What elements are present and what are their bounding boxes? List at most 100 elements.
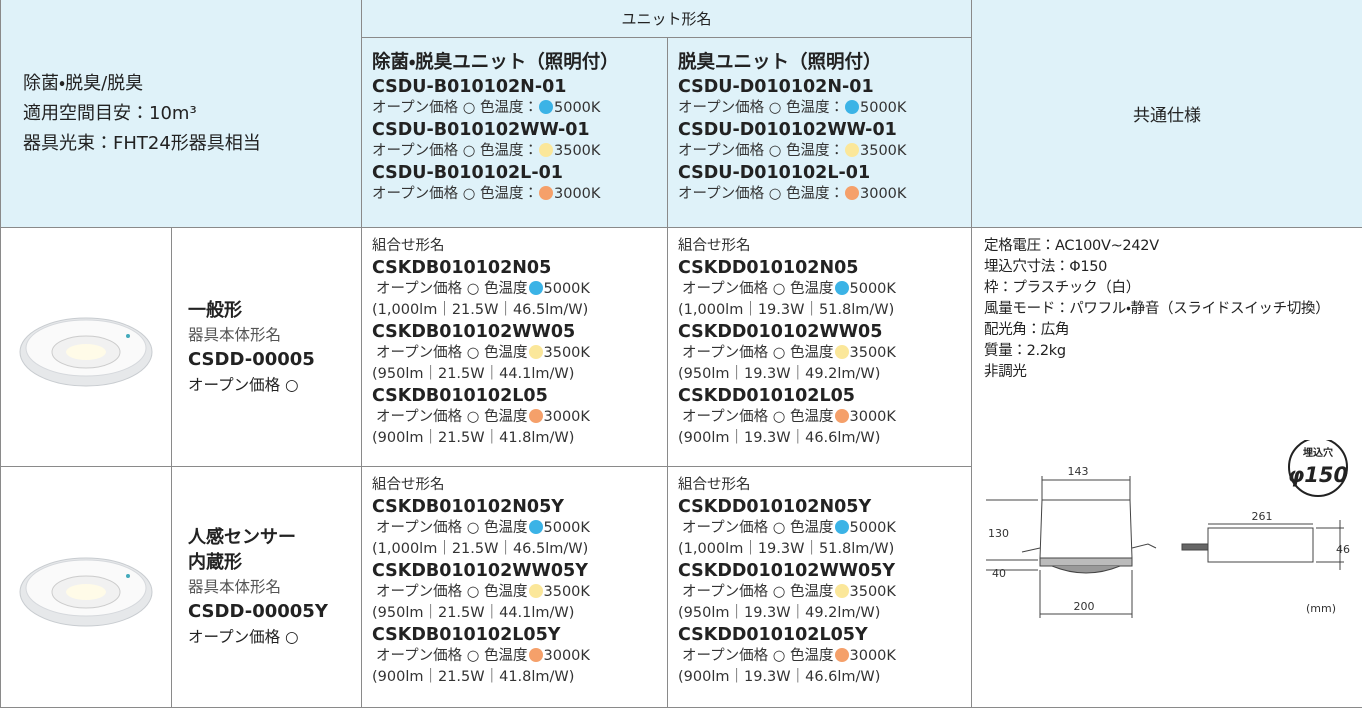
price-line: オープン価格 ○ 色温度： 3000K (678, 184, 971, 205)
price-line: オープン価格 ○ 色温度： 5000K (372, 98, 667, 119)
color-temp: 5000K (849, 281, 896, 297)
price-line: オープン価格 ○ 色温度 3000K (678, 407, 971, 428)
image-cell (0, 228, 172, 467)
product-name: 内蔵形 (188, 552, 242, 573)
combo-code: CSKDD010102N05 (678, 258, 859, 278)
connector (1181, 543, 1209, 551)
combo-specs: (1,000lm｜21.5W｜46.5lm/W) (372, 541, 589, 557)
unit-title-text: ユニット形名 (621, 10, 712, 28)
unit-code: CSDU-D010102N-01 (678, 77, 874, 97)
combo-cell: 組合せ形名 CSKDD010102N05 オープン価格 ○ 色温度 5000K (1,0… (668, 228, 972, 467)
combo-cell: 組合せ形名 CSKDB010102N05 オープン価格 ○ 色温度 5000K (1,0… (362, 228, 668, 467)
price: オープン価格 ○ 色温度 (682, 409, 834, 425)
color-temp: 3500K (849, 584, 896, 600)
combo-code: CSKDB010102WW05 (372, 322, 576, 342)
body-price: オープン価格 ○ (188, 628, 299, 646)
lamp-light (66, 344, 106, 360)
body-label: 器具本体形名 (188, 578, 282, 596)
color-dot (528, 281, 543, 295)
price: オープン価格 ○ 色温度： (372, 100, 538, 116)
body-price: オープン価格 ○ (188, 375, 299, 394)
badge (1288, 440, 1348, 497)
product-name: 一般形 (188, 299, 242, 321)
combo-specs: (900lm｜19.3W｜46.6lm/W) (678, 430, 881, 446)
combo-specs: (900lm｜21.5W｜41.8lm/W) (372, 669, 575, 685)
combo-specs: (950lm｜21.5W｜44.1lm/W) (372, 605, 575, 621)
combo-code: CSKDB010102L05 (372, 386, 548, 406)
color-dot (834, 520, 849, 534)
unit-cell: 脱臭ユニット（照明付） CSDU-D010102N-01 オープン価格 ○ 色温度：… (668, 38, 972, 228)
header-spec: 除菌・脱臭/脱臭 適用空間目安：10m³ 器具光束：FHT24形器具相当 (0, 0, 362, 228)
combo-code: CSKDD010102L05Y (678, 625, 868, 645)
color-dot (528, 345, 543, 359)
combo-specs: (950lm｜19.3W｜49.2lm/W) (678, 366, 881, 382)
spec-line: 定格電圧：AC100V~242V (984, 238, 1159, 254)
body-code: CSDD-00005Y (188, 601, 328, 622)
spec-line: 枠：プラスチック（白） (984, 280, 1140, 296)
combo-code: CSKDB010102N05 (372, 258, 552, 278)
color-dot (834, 281, 849, 295)
color-temp: 5000K (554, 100, 601, 116)
price: オープン価格 ○ 色温度 (376, 281, 528, 297)
price-line: オープン価格 ○ 色温度 3000K (372, 407, 667, 428)
combo-code: CSKDD010102WW05Y (678, 561, 896, 581)
price-line: オープン価格 ○ 色温度 3500K (678, 582, 971, 603)
spec-line: 風量モード：パワフル・静音（スライドスイッチ切換） (984, 301, 1330, 317)
combo-cell: 組合せ形名 CSKDB010102N05Y オープン価格 ○ 色温度 5000K (1,… (362, 467, 668, 708)
color-temp: 3000K (543, 648, 590, 664)
unit-name: 脱臭ユニット（照明付） (678, 52, 882, 73)
dim-label: 200 (1074, 600, 1095, 613)
lens (1051, 565, 1121, 574)
body (1039, 499, 1133, 559)
dim-label: 130 (988, 527, 1009, 540)
price: オープン価格 ○ 色温度 (376, 584, 528, 600)
color-temp: 3000K (543, 409, 590, 425)
unit-body (1207, 527, 1314, 563)
price-line: オープン価格 ○ 色温度 3000K (678, 646, 971, 667)
price: オープン価格 ○ 色温度： (678, 143, 844, 159)
header-spec-line: 器具光束：FHT24形器具相当 (23, 132, 261, 154)
unit-code: CSDU-B010102WW-01 (372, 120, 590, 140)
spec-line: 埋込穴寸法：Φ150 (984, 259, 1108, 275)
common-title-text: 共通仕様 (1133, 106, 1201, 126)
combo-specs: (900lm｜21.5W｜41.8lm/W) (372, 430, 575, 446)
dim-label: 46 (1336, 543, 1350, 556)
color-dot (834, 345, 849, 359)
price-line: オープン価格 ○ 色温度 5000K (372, 518, 667, 539)
unit-code: CSDU-D010102L-01 (678, 163, 871, 183)
color-temp: 3000K (554, 186, 601, 202)
price: オープン価格 ○ 色温度 (682, 520, 834, 536)
color-temp: 5000K (860, 100, 907, 116)
price: オープン価格 ○ 色温度 (376, 648, 528, 664)
color-temp: 3500K (860, 143, 907, 159)
color-dot (834, 409, 849, 423)
spec-line: 配光角：広角 (984, 322, 1070, 338)
top-view (1181, 520, 1344, 570)
color-temp: 5000K (543, 281, 590, 297)
combo-label: 組合せ形名 (372, 477, 445, 493)
dim-label: 261 (1252, 510, 1273, 523)
name-cell: 一般形 器具本体形名 CSDD-00005 オープン価格 ○ (172, 228, 362, 467)
image-cell (0, 467, 172, 708)
price-line: オープン価格 ○ 色温度 5000K (678, 518, 971, 539)
combo-code: CSKDD010102N05Y (678, 497, 872, 517)
color-dot (539, 100, 553, 114)
header-spec-line: 適用空間目安：10m³ (23, 102, 197, 124)
color-dot (539, 186, 553, 200)
color-temp: 3500K (543, 345, 590, 361)
spec-line: 質量：2.2kg (984, 343, 1066, 359)
combo-label: 組合せ形名 (372, 238, 445, 254)
unit-code: CSDU-D010102WW-01 (678, 120, 897, 140)
color-dot (845, 100, 859, 114)
lamp-led (126, 334, 130, 338)
price-line: オープン価格 ○ 色温度： 5000K (678, 98, 971, 119)
price: オープン価格 ○ 色温度 (682, 281, 834, 297)
color-dot (528, 648, 543, 662)
unit-name: 除菌・脱臭ユニット（照明付） (372, 52, 619, 73)
price-line: オープン価格 ○ 色温度 3500K (372, 582, 667, 603)
price-line: オープン価格 ○ 色温度 3000K (372, 646, 667, 667)
color-temp: 5000K (849, 520, 896, 536)
combo-code: CSKDB010102L05Y (372, 625, 561, 645)
color-dot (528, 520, 543, 534)
name-cell: 人感センサー 内蔵形 器具本体形名 CSDD-00005Y オープン価格 ○ (172, 467, 362, 708)
